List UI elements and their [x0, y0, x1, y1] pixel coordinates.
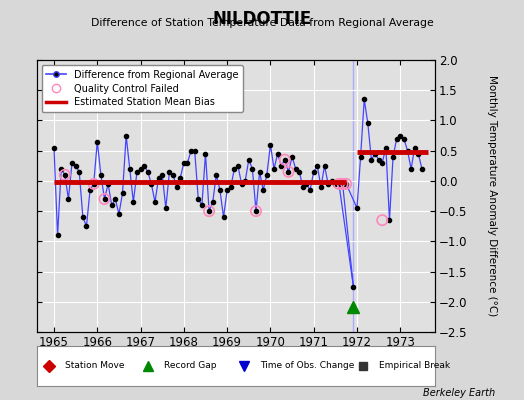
- Point: [342, 181, 351, 187]
- Point: [100, 196, 108, 202]
- Point: [90, 181, 98, 187]
- Point: [281, 156, 289, 163]
- Legend: Difference from Regional Average, Quality Control Failed, Estimated Station Mean: Difference from Regional Average, Qualit…: [41, 65, 243, 112]
- Y-axis label: Monthly Temperature Anomaly Difference (°C): Monthly Temperature Anomaly Difference (…: [487, 75, 497, 317]
- Point: [205, 208, 213, 214]
- Text: Berkeley Earth: Berkeley Earth: [423, 388, 495, 398]
- Text: NILDOTTIE: NILDOTTIE: [212, 10, 312, 28]
- Point: [252, 208, 260, 214]
- Text: Time of Obs. Change: Time of Obs. Change: [260, 362, 354, 370]
- Point: [339, 181, 347, 187]
- Text: Empirical Break: Empirical Break: [379, 362, 450, 370]
- Text: Record Gap: Record Gap: [164, 362, 216, 370]
- Point: [335, 181, 343, 187]
- Point: [61, 172, 69, 178]
- Text: Station Move: Station Move: [64, 362, 124, 370]
- Point: [378, 217, 386, 223]
- Point: [285, 169, 293, 175]
- Text: Difference of Station Temperature Data from Regional Average: Difference of Station Temperature Data f…: [91, 18, 433, 28]
